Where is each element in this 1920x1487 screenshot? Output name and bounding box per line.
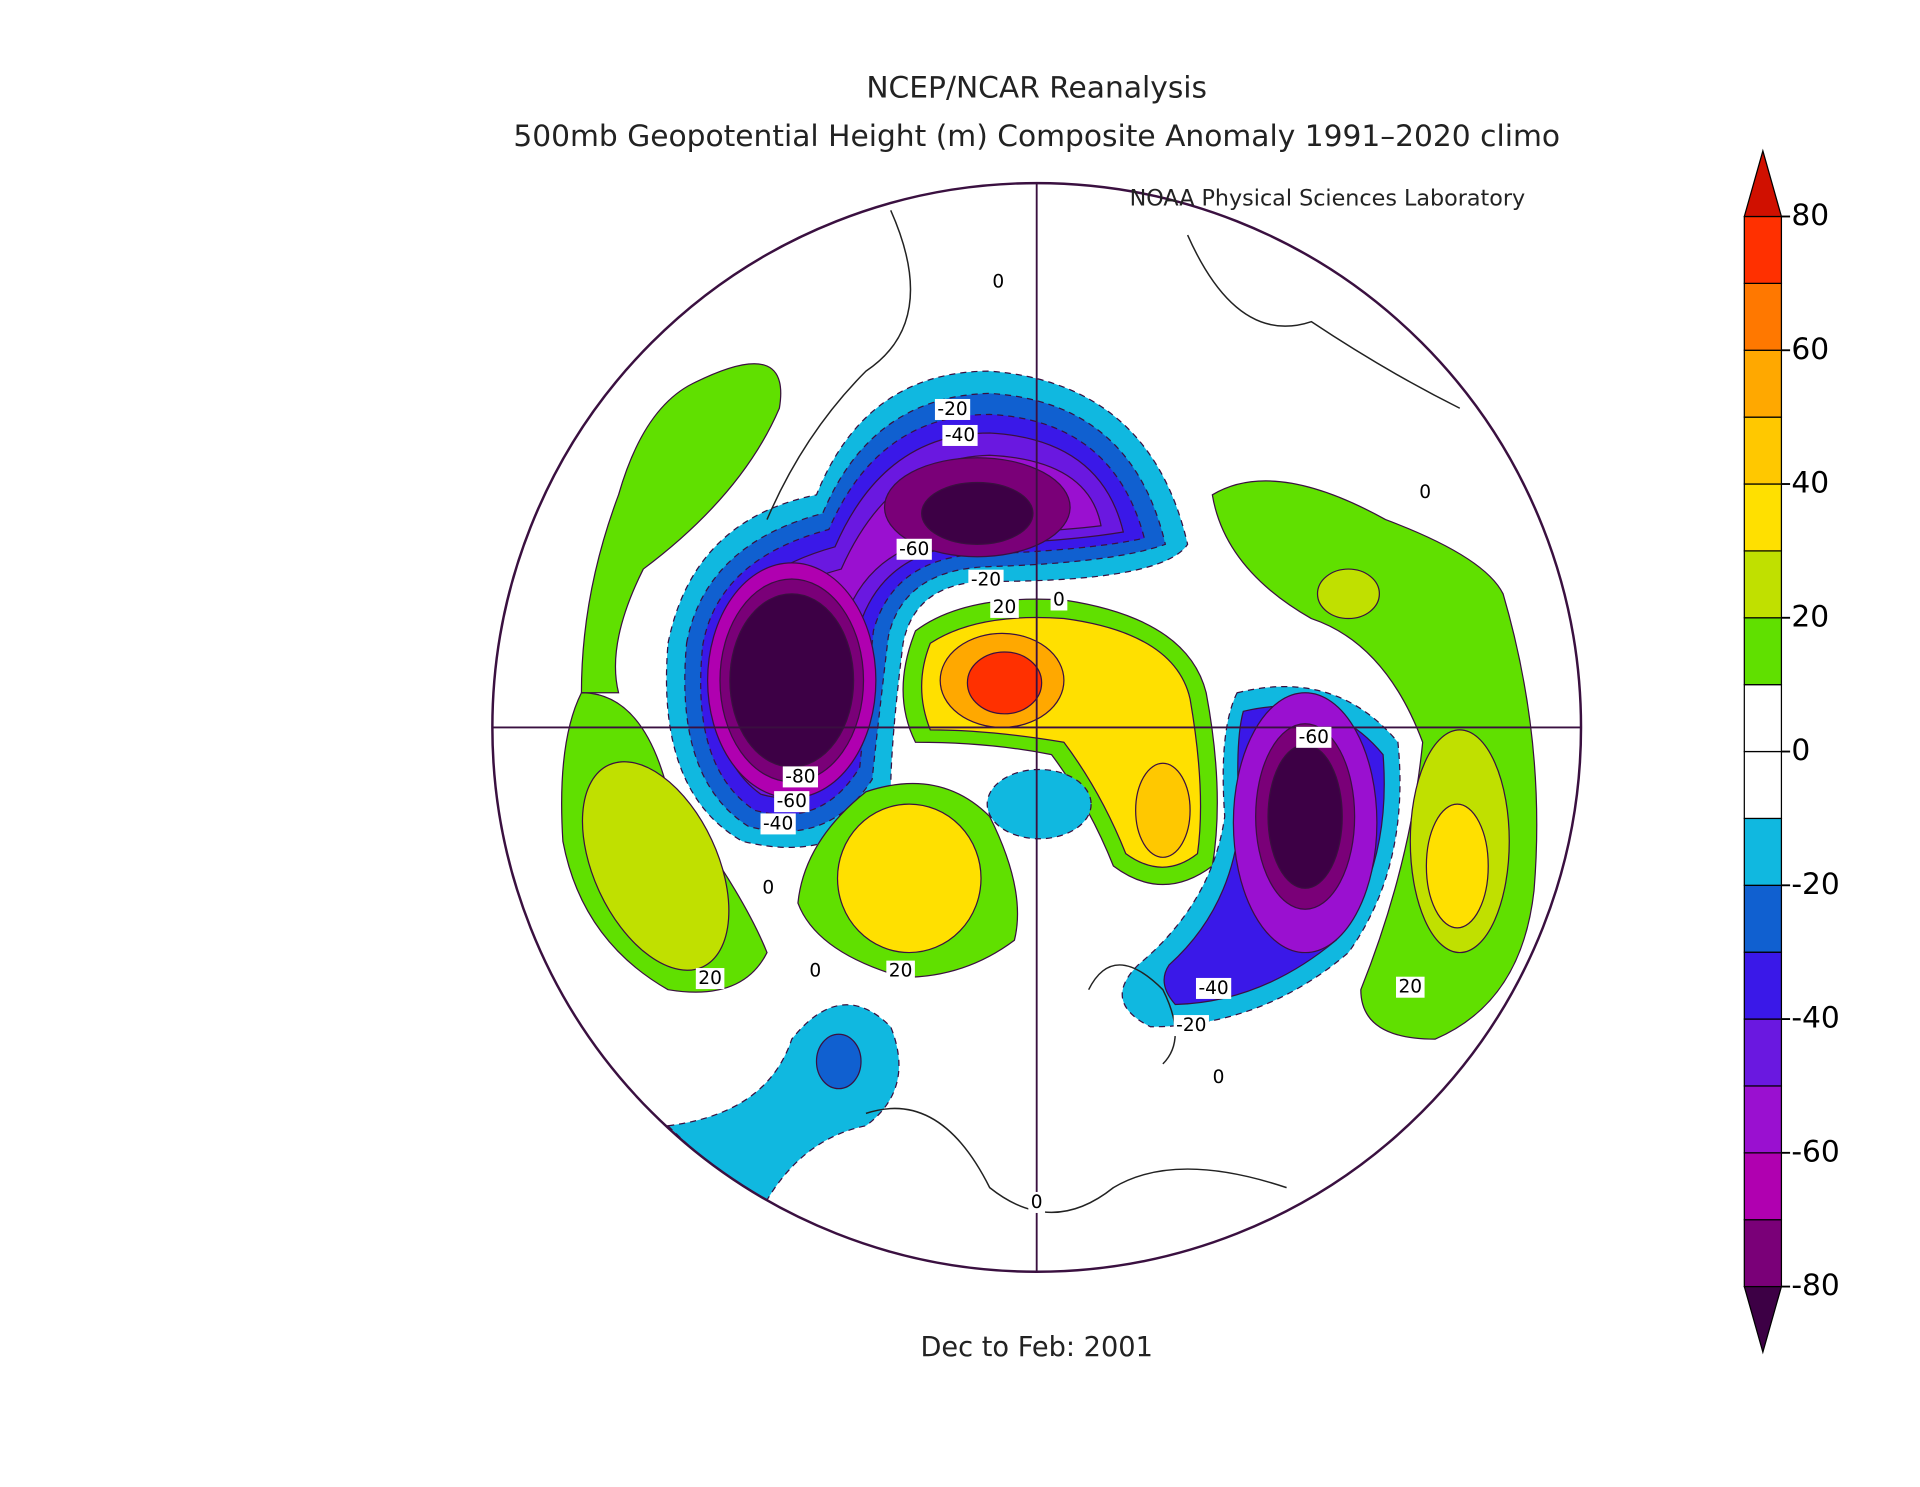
caption: Dec to Feb: 2001 xyxy=(920,1332,1152,1363)
contour-label: -20 xyxy=(1176,1015,1206,1036)
negative-region xyxy=(1267,744,1343,889)
contour-label-bg xyxy=(1210,1067,1227,1089)
figure-body: NCEP/NCAR Reanalysis 500mb Geopotential … xyxy=(491,71,1840,1363)
anomaly-field xyxy=(492,183,1582,1272)
colorbar-band xyxy=(1743,349,1783,418)
contour-label: 0 xyxy=(809,961,821,982)
subtitle: 500mb Geopotential Height (m) Composite … xyxy=(513,119,1560,154)
contour-label-bg xyxy=(1195,977,1232,999)
contour-label-bg xyxy=(1296,726,1332,748)
contour-label-bg xyxy=(1173,1015,1209,1037)
contour-label-bg xyxy=(934,398,971,420)
contour-label-bg xyxy=(695,968,725,990)
positive-region xyxy=(581,761,730,971)
colorbar-over-arrow xyxy=(1743,148,1783,218)
colorbar-band xyxy=(1743,750,1783,820)
contour-label: -40 xyxy=(1198,978,1228,999)
coastline xyxy=(766,210,1461,1213)
colorbar-band xyxy=(1743,416,1783,485)
contour-label: -60 xyxy=(1299,727,1329,748)
colorbar-band xyxy=(1743,617,1783,686)
contour-label-bg xyxy=(806,960,824,982)
contour-label-bg xyxy=(968,569,1004,591)
positive-region xyxy=(1135,762,1191,858)
colorbar-band xyxy=(1743,817,1783,886)
colorbar: -80 -60 -40 -20 0 20 40 60 80 xyxy=(1743,148,1840,1355)
contour-label: -60 xyxy=(899,539,929,560)
colorbar-band xyxy=(1743,1219,1783,1288)
contour-label: 20 xyxy=(993,597,1017,618)
negative-region xyxy=(666,1004,900,1201)
contour-label-bg xyxy=(896,538,932,560)
contour-label: -20 xyxy=(937,399,967,420)
positive-region xyxy=(1425,803,1489,929)
contour-label: 0 xyxy=(1053,589,1065,610)
contour-label-bg xyxy=(759,877,777,899)
contour-label-bg xyxy=(760,813,796,835)
contour-label-bg xyxy=(1396,976,1425,998)
colorbar-band xyxy=(1743,884,1783,953)
colorbar-tick-label: 40 xyxy=(1791,466,1829,501)
colorbar-under-arrow xyxy=(1743,1285,1783,1355)
colorbar-band xyxy=(1743,684,1783,753)
colorbar-band xyxy=(1743,1018,1783,1087)
contour-label: -60 xyxy=(777,791,807,812)
colorbar-tick-label: -80 xyxy=(1791,1268,1840,1303)
contour-label: -40 xyxy=(945,425,975,446)
colorbar-band xyxy=(1743,550,1783,619)
colorbar-tick-label: -20 xyxy=(1791,867,1840,902)
positive-region xyxy=(966,651,1043,715)
colorbar-tick-label: 80 xyxy=(1791,198,1829,233)
negative-region xyxy=(815,1033,862,1090)
contour-label-bg xyxy=(1416,481,1434,503)
colorbar-tick-label: 0 xyxy=(1791,733,1810,768)
colorbar-tick-label: -60 xyxy=(1791,1134,1840,1169)
contour-label: 0 xyxy=(1031,1192,1043,1213)
contour-label: -40 xyxy=(763,813,793,834)
negative-region xyxy=(921,481,1034,545)
colorbar-tick-label: -40 xyxy=(1791,1001,1840,1036)
positive-region xyxy=(580,363,782,694)
contour-label-bg xyxy=(886,960,915,982)
contour-label: 0 xyxy=(1213,1067,1225,1088)
contour-label-bg xyxy=(989,271,1007,293)
colorbar-tick-label: 60 xyxy=(1791,332,1829,367)
contour-label: 0 xyxy=(992,272,1004,293)
contour-label: 0 xyxy=(1419,482,1431,503)
colorbar-band xyxy=(1743,282,1783,351)
contour-label: -20 xyxy=(971,570,1001,591)
contour-label-bg xyxy=(782,766,819,788)
positive-region xyxy=(836,803,982,954)
contour-label: 0 xyxy=(762,878,774,899)
colorbar-band xyxy=(1743,1152,1783,1221)
contour-label: 20 xyxy=(1398,977,1422,998)
colorbar-band xyxy=(1743,215,1783,284)
contour-label-bg xyxy=(774,791,810,813)
colorbar-band xyxy=(1743,483,1783,552)
credit: NOAA Physical Sciences Laboratory xyxy=(1130,186,1526,212)
contour-label: -80 xyxy=(785,766,815,787)
contour-label-bg xyxy=(1028,1191,1046,1213)
contour-label-bg xyxy=(990,596,1019,618)
negative-region xyxy=(729,593,855,768)
colorbar-band xyxy=(1743,1085,1783,1154)
negative-region xyxy=(986,768,1092,840)
contour-label-bg xyxy=(1050,589,1068,611)
contour-label: 20 xyxy=(698,968,722,989)
contour-label-bg xyxy=(942,424,978,446)
colorbar-tick-label: 20 xyxy=(1791,599,1829,634)
contour-label: 20 xyxy=(889,961,913,982)
title: NCEP/NCAR Reanalysis xyxy=(866,71,1207,106)
positive-region xyxy=(1316,568,1380,620)
colorbar-band xyxy=(1743,951,1783,1020)
map-boundary xyxy=(491,181,1583,1273)
